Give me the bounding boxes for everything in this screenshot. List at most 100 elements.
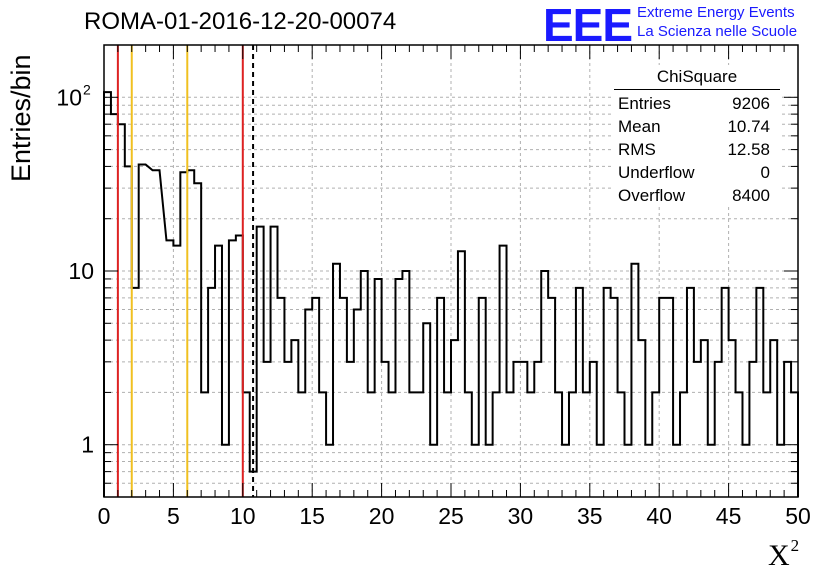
- histogram-bin: [118, 124, 125, 497]
- histogram-bin: [742, 445, 749, 497]
- x-axis-label: X2: [768, 536, 800, 572]
- y-tick-label: 10: [68, 258, 94, 284]
- histogram-bin: [111, 114, 118, 497]
- x-tick-label: 35: [577, 503, 603, 529]
- histogram-bin: [409, 392, 416, 497]
- histogram-bin: [777, 445, 784, 497]
- stats-row-entries: Entries 9206: [618, 94, 770, 113]
- histogram-bin: [340, 298, 347, 497]
- histogram-bin: [486, 445, 493, 497]
- histogram-bin: [611, 298, 618, 497]
- stats-box: ChiSquare Entries 9206 Mean 10.74 RMS 12.58…: [612, 65, 780, 207]
- x-tick-label: 15: [299, 503, 325, 529]
- histogram-bin: [687, 288, 694, 497]
- histogram-bin: [680, 392, 687, 497]
- histogram-bin: [333, 264, 340, 497]
- y-tick-label: 1: [81, 432, 94, 458]
- histogram-bin: [507, 392, 514, 497]
- x-tick-label: 10: [230, 503, 256, 529]
- stats-box-title: ChiSquare: [614, 65, 780, 90]
- histogram-bin: [618, 392, 625, 497]
- histogram-bin: [229, 240, 236, 497]
- histogram-bin: [222, 445, 229, 497]
- y-tick-exponent: 2: [83, 81, 91, 97]
- x-tick-label: 0: [98, 503, 111, 529]
- histogram-bin: [444, 392, 451, 497]
- histogram-bin: [250, 472, 257, 497]
- histogram-bin: [562, 445, 569, 497]
- histogram-bin: [319, 392, 326, 497]
- histogram-bin: [347, 362, 354, 497]
- histogram-title: ROMA-01-2016-12-20-00074: [84, 8, 397, 35]
- histogram-bin: [500, 246, 507, 497]
- histogram-bin: [416, 392, 423, 497]
- histogram-bin: [437, 298, 444, 497]
- histogram-bin: [215, 246, 222, 497]
- histogram-bin: [722, 288, 729, 497]
- histogram-bin: [173, 246, 180, 497]
- histogram-bin: [770, 340, 777, 497]
- histogram-bin: [604, 288, 611, 497]
- histogram-bin: [534, 362, 541, 497]
- histogram-bin: [180, 172, 187, 497]
- histogram-bin: [729, 340, 736, 497]
- histogram-bin: [472, 445, 479, 497]
- logo-line-1: Extreme Energy Events: [637, 4, 795, 21]
- histogram-bin: [569, 392, 576, 497]
- histogram-bin: [395, 279, 402, 497]
- histogram-bin: [354, 310, 361, 497]
- histogram-bin: [139, 165, 146, 497]
- histogram-bin: [368, 392, 375, 497]
- histogram-bin: [701, 340, 708, 497]
- histogram-bin: [736, 392, 743, 497]
- histogram-bin: [382, 362, 389, 497]
- histogram-bin: [389, 392, 396, 497]
- histogram-bin: [708, 445, 715, 497]
- histogram-bin: [187, 170, 194, 497]
- x-tick-label: 50: [785, 503, 811, 529]
- histogram-bin: [576, 288, 583, 497]
- histogram-bin: [590, 362, 597, 497]
- histogram-bin: [673, 445, 680, 497]
- histogram-bin: [541, 271, 548, 497]
- histogram-bin: [104, 92, 111, 497]
- histogram-bin: [451, 340, 458, 497]
- histogram-bin: [666, 298, 673, 497]
- histogram-bin: [257, 227, 264, 497]
- histogram-bin: [326, 445, 333, 497]
- histogram-bin: [583, 392, 590, 497]
- histogram-bin: [749, 362, 756, 497]
- histogram-bin: [638, 340, 645, 497]
- histogram-bin: [291, 340, 298, 497]
- logo-caption: Extreme Energy Events La Scienza nelle S…: [637, 3, 797, 41]
- histogram-bin: [458, 251, 465, 497]
- histogram-bin: [479, 298, 486, 497]
- histogram-bin: [271, 227, 278, 497]
- histogram-bin: [423, 323, 430, 497]
- histogram-bin: [631, 264, 638, 497]
- eee-logo: EEE: [543, 0, 633, 51]
- histogram-bin: [298, 392, 305, 497]
- histogram-bin: [555, 392, 562, 497]
- logo-line-2: La Scienza nelle Scuole: [637, 23, 798, 40]
- histogram-outline: [103, 91, 799, 497]
- x-tick-label: 45: [716, 503, 742, 529]
- histogram-bin: [375, 279, 382, 497]
- histogram-bin: [645, 445, 652, 497]
- histogram-bin: [694, 362, 701, 497]
- histogram-bin: [430, 445, 437, 497]
- histogram-bin: [361, 271, 368, 497]
- histogram-bin: [194, 183, 201, 497]
- x-tick-label: 5: [167, 503, 180, 529]
- histogram-bin: [402, 271, 409, 497]
- histogram-bin: [236, 236, 243, 497]
- x-tick-label: 30: [508, 503, 534, 529]
- x-tick-label: 20: [369, 503, 395, 529]
- x-tick-label: 25: [438, 503, 464, 529]
- histogram-bin: [527, 392, 534, 497]
- histogram-bin: [125, 166, 132, 497]
- histogram-bin: [284, 362, 291, 497]
- histogram-bin: [520, 362, 527, 497]
- histogram-bin: [625, 445, 632, 497]
- histogram-bin: [465, 392, 472, 497]
